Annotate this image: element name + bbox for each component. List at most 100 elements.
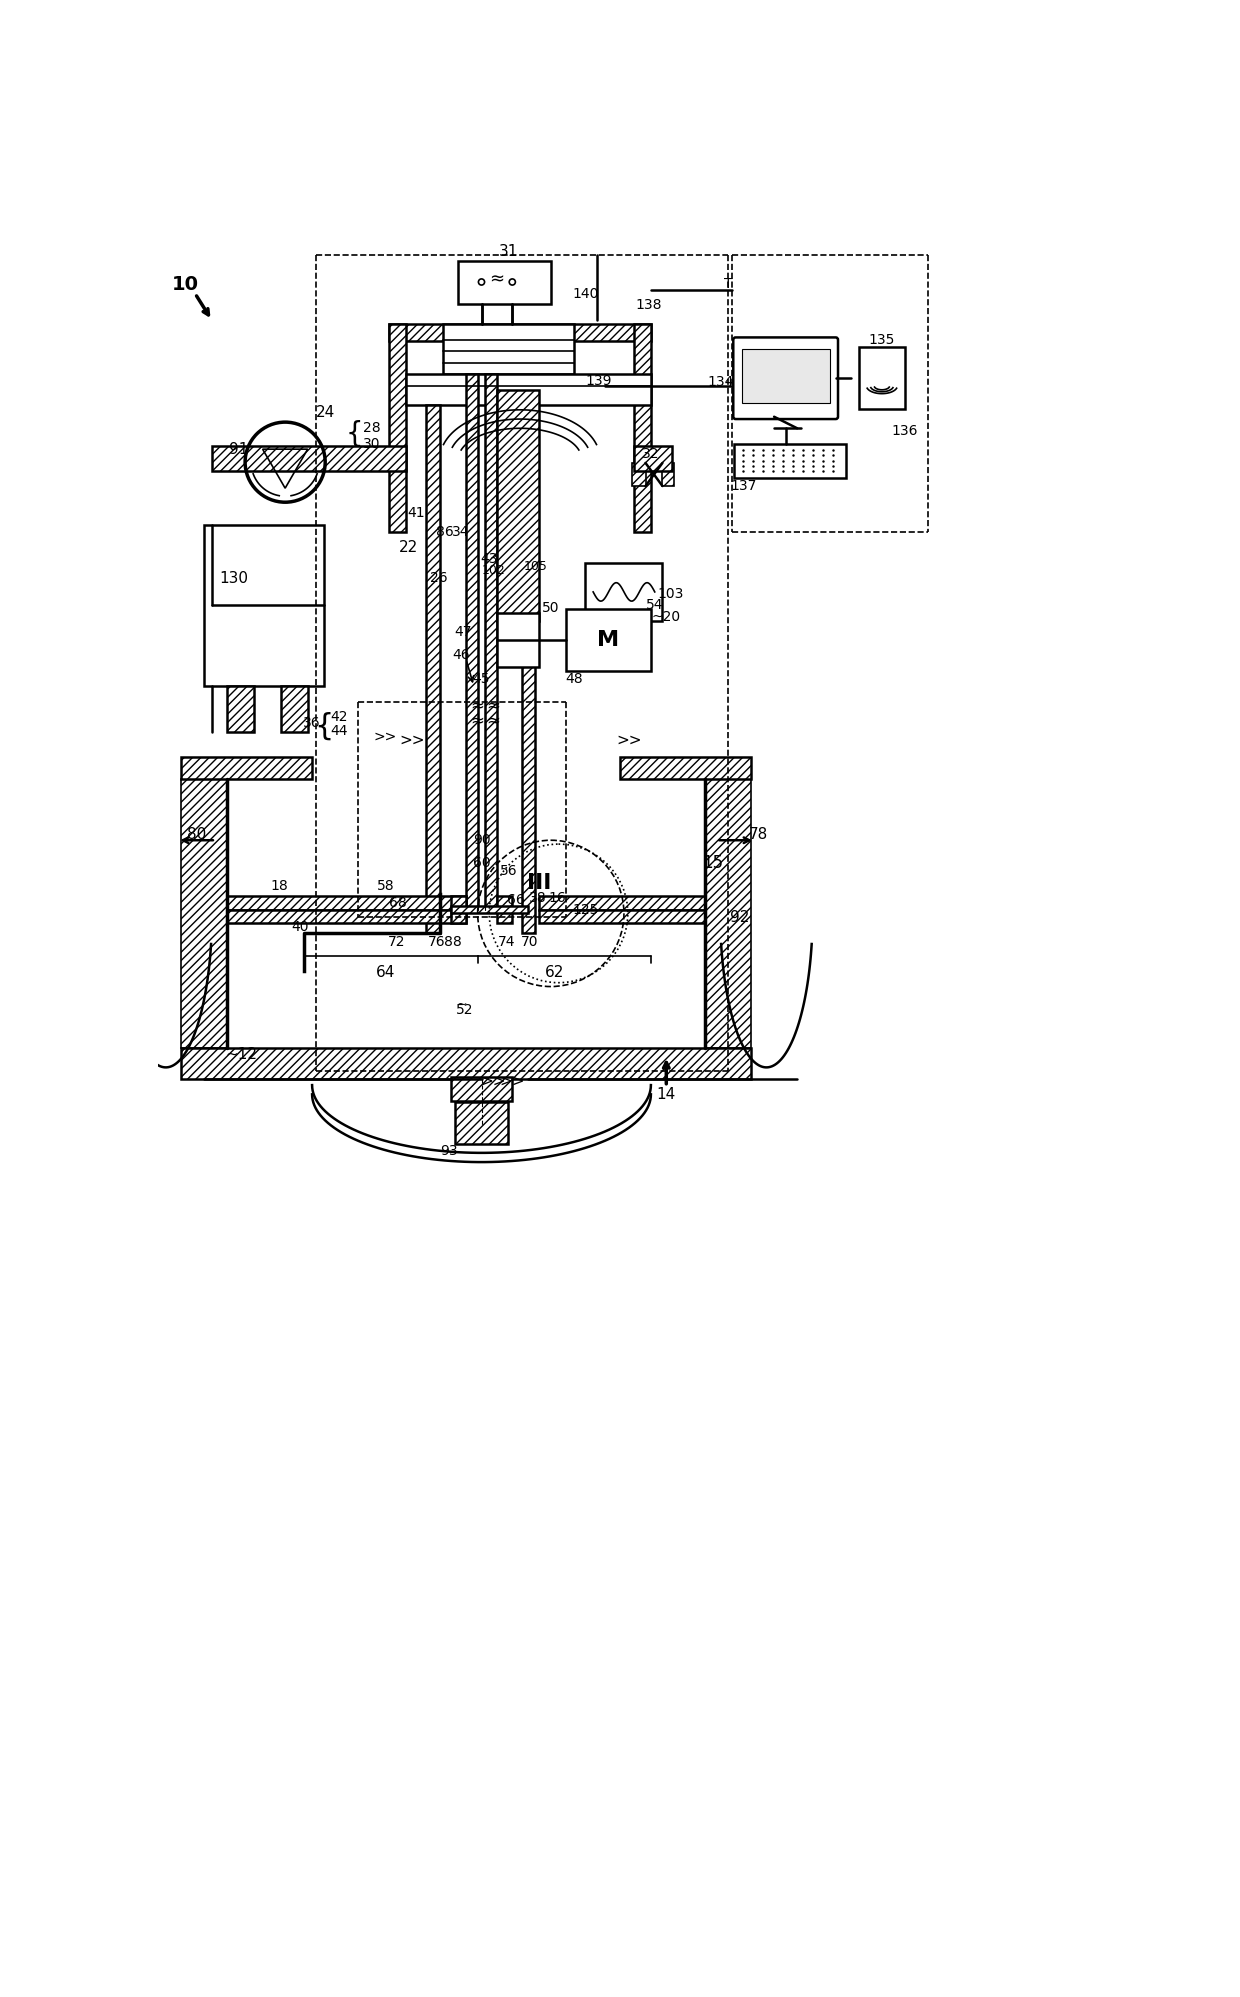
Text: 68: 68 — [389, 897, 407, 911]
Bar — [450, 907, 528, 913]
Bar — [443, 324, 574, 373]
Text: 40: 40 — [291, 921, 309, 935]
Text: 24: 24 — [316, 405, 336, 421]
Bar — [859, 347, 905, 409]
Bar — [522, 405, 536, 933]
Text: 52: 52 — [456, 1002, 474, 1016]
Text: ≈: ≈ — [490, 272, 505, 290]
Text: 38: 38 — [529, 891, 547, 905]
Text: 31: 31 — [498, 244, 518, 260]
Text: 14: 14 — [657, 1086, 676, 1102]
Text: 90: 90 — [472, 833, 490, 847]
Text: 10: 10 — [171, 276, 198, 294]
FancyBboxPatch shape — [733, 337, 838, 419]
Bar — [466, 373, 477, 909]
Bar — [631, 463, 646, 485]
Bar — [539, 897, 704, 909]
Text: >>: >> — [616, 733, 642, 747]
Text: 140: 140 — [573, 286, 599, 300]
Bar — [485, 373, 497, 909]
Text: 105: 105 — [523, 561, 547, 573]
Text: {: { — [314, 711, 334, 741]
Text: ≈: ≈ — [486, 711, 500, 729]
Text: 28: 28 — [363, 421, 381, 435]
Text: 139: 139 — [585, 373, 611, 387]
Text: 80: 80 — [187, 827, 206, 843]
Text: 60: 60 — [472, 857, 490, 871]
Text: 62: 62 — [544, 965, 564, 981]
Text: ~: ~ — [458, 998, 467, 1010]
Bar — [405, 373, 651, 405]
Text: 134: 134 — [707, 375, 733, 389]
Text: 41: 41 — [407, 505, 425, 519]
Text: ~12: ~12 — [226, 1046, 257, 1062]
Text: 136: 136 — [892, 423, 919, 437]
Text: >>: >> — [500, 1074, 525, 1088]
Text: ~20: ~20 — [652, 609, 681, 623]
Text: 93: 93 — [440, 1144, 458, 1158]
Bar — [634, 445, 672, 471]
Text: 47: 47 — [454, 625, 471, 639]
Text: 76: 76 — [428, 935, 445, 949]
Text: ≈: ≈ — [471, 711, 485, 729]
Bar — [585, 563, 662, 621]
Text: 92: 92 — [730, 911, 749, 925]
Text: III: III — [527, 873, 552, 893]
Text: 138: 138 — [635, 298, 662, 312]
Bar — [539, 909, 704, 923]
Text: 48: 48 — [565, 671, 583, 685]
Text: 50: 50 — [542, 601, 559, 615]
Text: 32: 32 — [642, 447, 660, 461]
Text: >>: >> — [373, 729, 397, 743]
Text: >>: >> — [399, 733, 425, 747]
Text: 78: 78 — [749, 827, 769, 843]
Text: 72: 72 — [388, 935, 405, 949]
Bar — [227, 909, 466, 923]
Text: T: T — [724, 278, 732, 292]
Bar — [497, 613, 539, 667]
Text: 64: 64 — [376, 965, 394, 981]
Text: 66: 66 — [507, 893, 525, 907]
Bar — [567, 609, 651, 671]
Bar — [427, 405, 440, 933]
Bar — [181, 1048, 751, 1078]
Text: 58: 58 — [377, 879, 394, 893]
Text: 88: 88 — [444, 935, 461, 949]
Text: 135: 135 — [869, 333, 895, 347]
Text: 46: 46 — [451, 649, 470, 663]
Text: 137: 137 — [730, 479, 756, 493]
Bar — [212, 445, 405, 471]
Bar — [205, 525, 324, 687]
Bar — [497, 897, 512, 923]
Bar — [227, 687, 254, 733]
Text: 74: 74 — [498, 935, 516, 949]
Bar — [497, 389, 539, 621]
Text: 56: 56 — [500, 865, 517, 879]
Text: 44: 44 — [330, 723, 347, 739]
Text: 102: 102 — [481, 565, 505, 577]
Text: ≈: ≈ — [471, 697, 485, 715]
Text: 43: 43 — [480, 553, 498, 567]
Text: 70: 70 — [521, 935, 538, 949]
Bar — [734, 443, 846, 479]
Text: 34: 34 — [451, 525, 470, 539]
Text: 54: 54 — [646, 599, 663, 613]
Bar — [450, 897, 466, 923]
Bar — [455, 1102, 508, 1144]
Bar — [389, 324, 405, 533]
Text: 86: 86 — [436, 525, 454, 539]
Text: 18: 18 — [270, 879, 289, 893]
Text: 26: 26 — [430, 571, 448, 585]
Text: M: M — [598, 629, 620, 651]
Bar — [227, 897, 466, 909]
Text: 16: 16 — [548, 891, 565, 905]
Text: 91: 91 — [229, 441, 249, 457]
Bar — [459, 262, 551, 304]
Bar — [634, 324, 651, 533]
Bar — [620, 757, 751, 779]
Text: 36: 36 — [304, 717, 321, 731]
Text: 103: 103 — [657, 587, 683, 601]
Bar — [181, 757, 312, 779]
Text: 30: 30 — [363, 437, 381, 451]
Bar — [704, 779, 751, 1048]
